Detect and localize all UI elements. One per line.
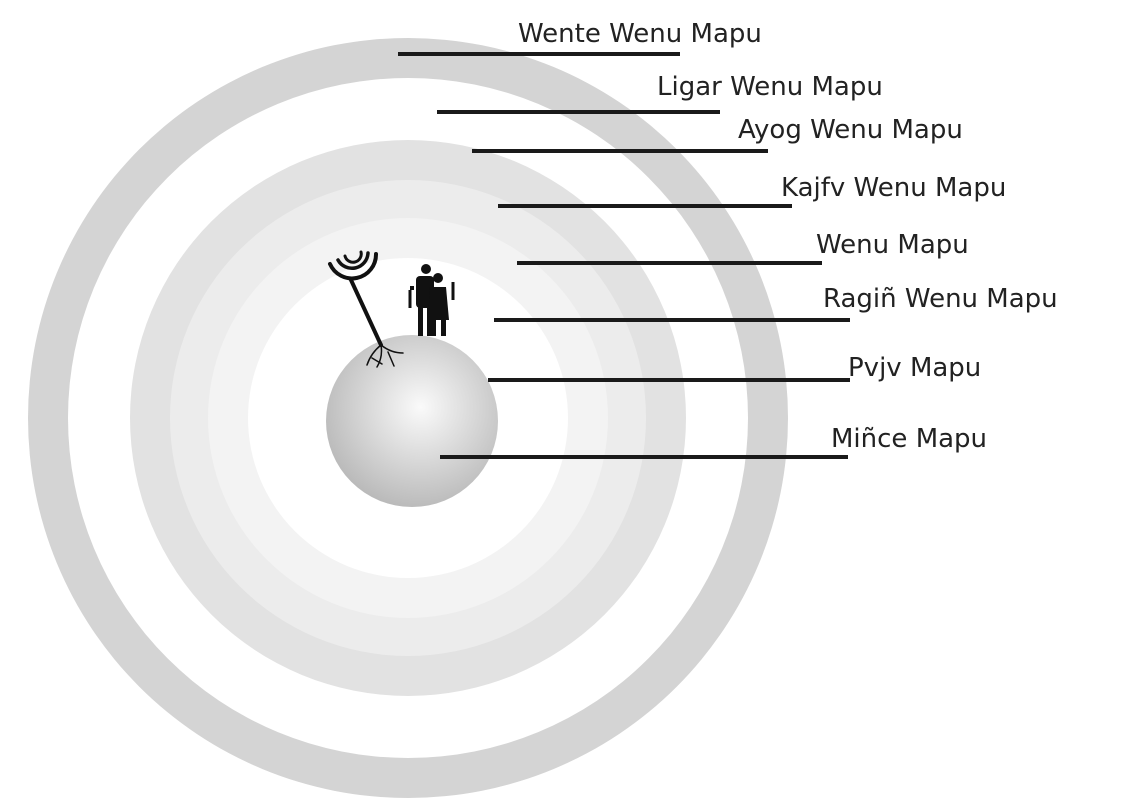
layer-label-mince-mapu: Miñce Mapu bbox=[831, 424, 987, 454]
layer-labels: Wente Wenu Mapu Ligar Wenu Mapu Ayog Wenu … bbox=[518, 19, 1058, 454]
layer-label-kajfv-wenu-mapu: Kajfv Wenu Mapu bbox=[781, 173, 1006, 203]
leader-lines bbox=[398, 52, 850, 459]
layer-label-wente-wenu-mapu: Wente Wenu Mapu bbox=[518, 19, 762, 49]
earth-sphere-icon bbox=[326, 335, 498, 507]
layer-label-pvjv-mapu: Pvjv Mapu bbox=[848, 353, 981, 383]
layer-label-ragin-wenu-mapu: Ragiñ Wenu Mapu bbox=[823, 284, 1058, 314]
layer-label-wenu-mapu: Wenu Mapu bbox=[816, 230, 969, 260]
human-figures-icon bbox=[408, 264, 455, 336]
layer-label-ayog-wenu-mapu: Ayog Wenu Mapu bbox=[738, 115, 963, 145]
rewe-totem-icon bbox=[328, 250, 404, 368]
layer-label-ligar-wenu-mapu: Ligar Wenu Mapu bbox=[657, 72, 883, 102]
